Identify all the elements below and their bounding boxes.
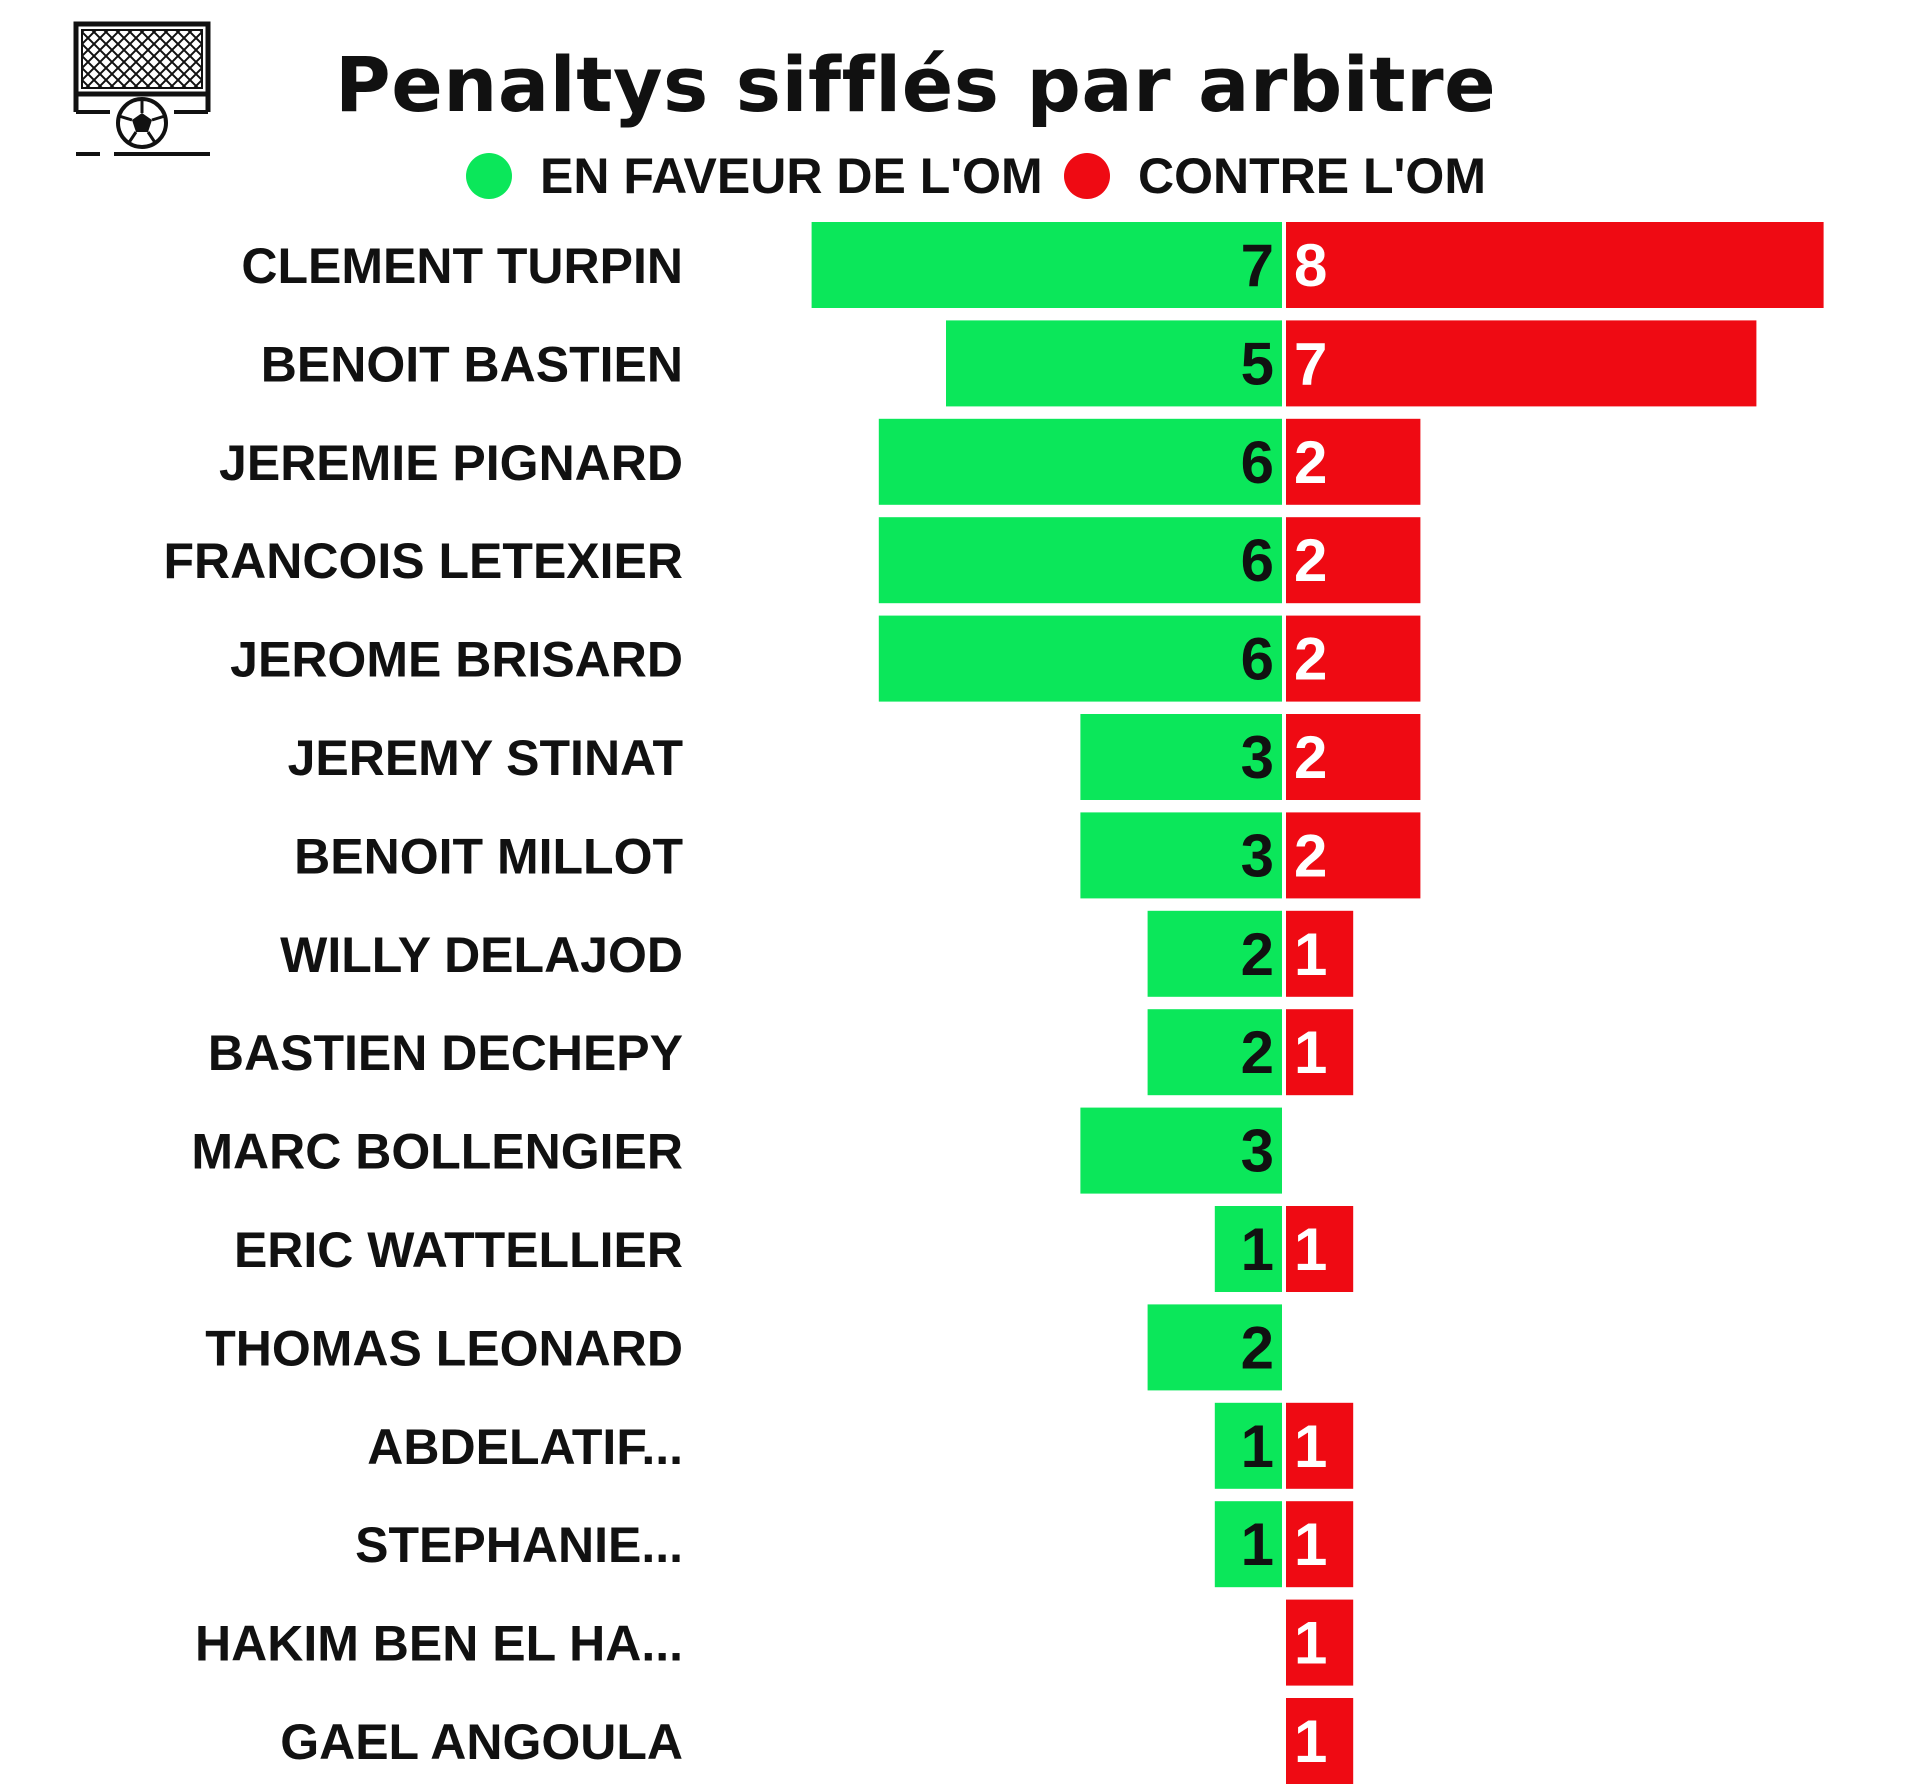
- favor-value-label: 7: [1241, 232, 1274, 299]
- legend-item-favor: EN FAVEUR DE L'OM: [466, 146, 1043, 206]
- against-value-label: 2: [1294, 527, 1327, 594]
- against-value-label: 2: [1294, 429, 1327, 496]
- against-bar: [1286, 222, 1824, 308]
- against-value-label: 7: [1294, 330, 1327, 397]
- against-value-label: 1: [1294, 1610, 1327, 1677]
- favor-bar: [1214, 1501, 1282, 1588]
- favor-value-label: 3: [1241, 724, 1274, 791]
- against-bar: [1286, 1402, 1354, 1489]
- legend-favor-label: EN FAVEUR DE L'OM: [540, 148, 1043, 204]
- favor-bar: [811, 222, 1282, 308]
- against-value-label: 1: [1294, 1216, 1327, 1283]
- favor-value-label: 1: [1241, 1216, 1274, 1283]
- against-bar: [1286, 812, 1421, 899]
- against-bar: [1286, 418, 1421, 505]
- referee-name-label: FRANCOIS LETEXIER: [164, 533, 683, 589]
- goal-with-football-icon: [73, 21, 211, 156]
- referee-name-label: HAKIM BEN EL HA...: [195, 1616, 683, 1672]
- favor-bar: [878, 615, 1282, 702]
- favor-value-label: 2: [1241, 921, 1274, 988]
- referee-name-label: JEREMIE PIGNARD: [219, 435, 683, 491]
- referee-name-label: CLEMENT TURPIN: [241, 238, 683, 294]
- referee-name-label: GAEL ANGOULA: [280, 1714, 683, 1770]
- favor-value-label: 5: [1241, 330, 1274, 397]
- referee-name-label: JEREMY STINAT: [288, 730, 683, 786]
- referee-name-label: JEROME BRISARD: [230, 632, 683, 688]
- against-bar: [1286, 320, 1757, 407]
- referee-name-label: BASTIEN DECHEPY: [208, 1025, 683, 1081]
- favor-bar: [1147, 1304, 1282, 1391]
- against-value-label: 1: [1294, 1019, 1327, 1086]
- against-bar: [1286, 910, 1354, 997]
- referee-name-label: ABDELATIF...: [367, 1419, 683, 1475]
- referee-name-label: MARC BOLLENGIER: [191, 1124, 683, 1180]
- against-bar: [1286, 1206, 1354, 1292]
- against-bar: [1286, 1501, 1354, 1588]
- against-value-label: 2: [1294, 626, 1327, 693]
- referee-name-label: WILLY DELAJOD: [280, 927, 683, 983]
- against-bar: [1286, 1599, 1354, 1686]
- favor-bar: [1214, 1402, 1282, 1489]
- favor-bar: [1147, 910, 1282, 997]
- favor-bar: [1080, 812, 1282, 899]
- favor-bar: [946, 320, 1282, 407]
- favor-value-label: 2: [1241, 1019, 1274, 1086]
- favor-bar: [878, 517, 1282, 604]
- favor-bar: [1214, 1206, 1282, 1292]
- against-value-label: 2: [1294, 822, 1327, 889]
- legend-favor-dot: [466, 153, 512, 199]
- referee-name-label: BENOIT BASTIEN: [261, 336, 683, 392]
- favor-bar: [878, 418, 1282, 505]
- against-bar: [1286, 714, 1421, 800]
- referee-name-label: STEPHANIE...: [355, 1517, 683, 1573]
- favor-bar: [1080, 1107, 1282, 1194]
- referee-name-label: THOMAS LEONARD: [205, 1320, 683, 1376]
- favor-value-label: 6: [1241, 429, 1274, 496]
- favor-value-label: 1: [1241, 1511, 1274, 1578]
- favor-value-label: 3: [1241, 1118, 1274, 1185]
- favor-bar: [1080, 714, 1282, 800]
- against-value-label: 2: [1294, 724, 1327, 791]
- favor-value-label: 2: [1241, 1314, 1274, 1381]
- against-bar: [1286, 1009, 1354, 1096]
- against-value-label: 1: [1294, 921, 1327, 988]
- favor-value-label: 1: [1241, 1413, 1274, 1480]
- legend-against-label: CONTRE L'OM: [1138, 148, 1486, 204]
- favor-bar: [1147, 1009, 1282, 1096]
- against-bar: [1286, 1698, 1354, 1784]
- legend-against-dot: [1064, 153, 1110, 199]
- favor-value-label: 6: [1241, 527, 1274, 594]
- legend-item-against: CONTRE L'OM: [1064, 146, 1486, 206]
- against-bar: [1286, 615, 1421, 702]
- chart-title: Penaltys sifflés par arbitre: [335, 40, 1497, 129]
- against-bar: [1286, 517, 1421, 604]
- referee-name-label: BENOIT MILLOT: [294, 828, 683, 884]
- against-value-label: 1: [1294, 1708, 1327, 1775]
- favor-value-label: 6: [1241, 626, 1274, 693]
- against-value-label: 8: [1294, 232, 1327, 299]
- favor-value-label: 3: [1241, 822, 1274, 889]
- referee-name-label: ERIC WATTELLIER: [234, 1222, 683, 1278]
- against-value-label: 1: [1294, 1511, 1327, 1578]
- against-value-label: 1: [1294, 1413, 1327, 1480]
